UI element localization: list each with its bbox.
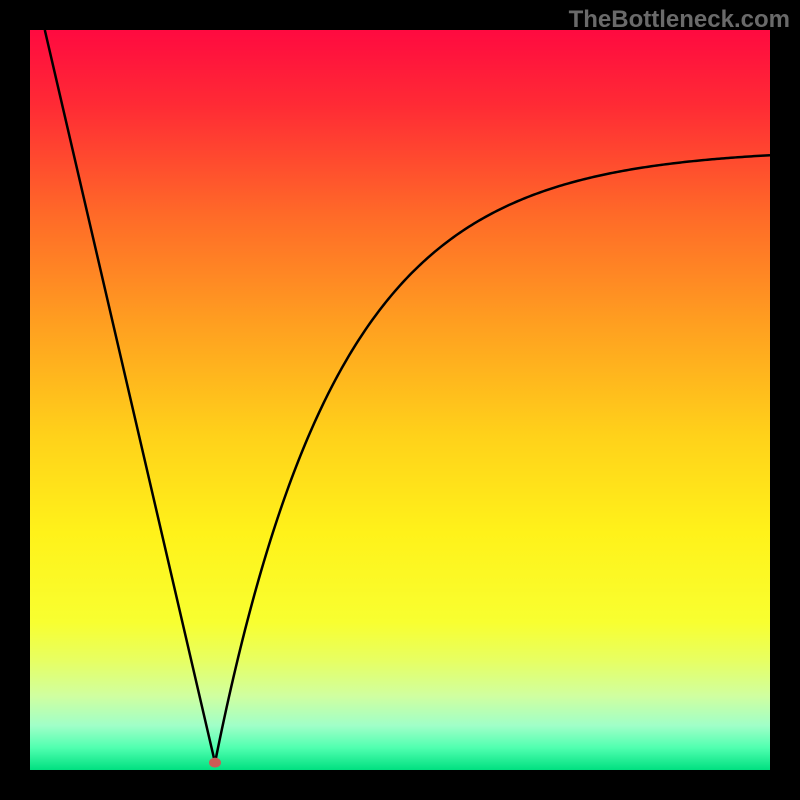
min-marker-dot [209, 758, 221, 768]
chart-svg [30, 30, 770, 770]
gradient-background [30, 30, 770, 770]
plot-area [30, 30, 770, 770]
outer-frame: TheBottleneck.com [0, 0, 800, 800]
